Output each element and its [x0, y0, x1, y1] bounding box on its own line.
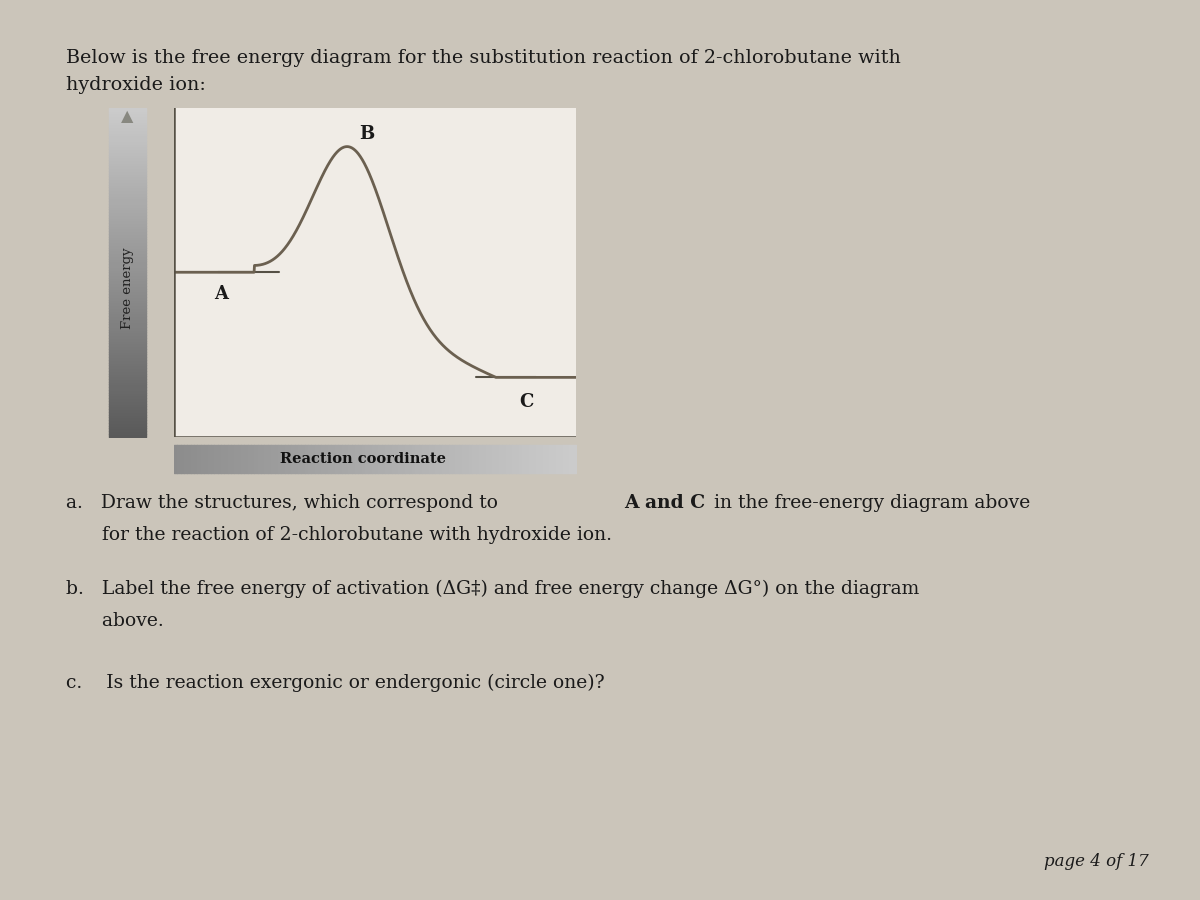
Text: page 4 of 17: page 4 of 17: [1044, 853, 1148, 869]
Text: Below is the free energy diagram for the substitution reaction of 2-chlorobutane: Below is the free energy diagram for the…: [66, 49, 901, 67]
Text: above.: above.: [66, 611, 163, 629]
Text: c.    Is the reaction exergonic or endergonic (circle one)?: c. Is the reaction exergonic or endergon…: [66, 674, 605, 692]
Text: b.   Label the free energy of activation (ΔG‡) and free energy change ΔG°) on th: b. Label the free energy of activation (…: [66, 580, 919, 598]
Text: Free energy: Free energy: [121, 248, 133, 329]
Text: A: A: [214, 284, 228, 302]
Text: hydroxide ion:: hydroxide ion:: [66, 76, 206, 94]
Text: for the reaction of 2-chlorobutane with hydroxide ion.: for the reaction of 2-chlorobutane with …: [66, 526, 612, 544]
Text: C: C: [520, 393, 534, 411]
Text: A and C: A and C: [624, 494, 706, 512]
Text: a.   Draw the structures, which correspond to: a. Draw the structures, which correspond…: [66, 494, 504, 512]
Text: in the free-energy diagram above: in the free-energy diagram above: [708, 494, 1031, 512]
Text: B: B: [359, 125, 374, 143]
Text: Reaction coordinate: Reaction coordinate: [280, 452, 446, 466]
